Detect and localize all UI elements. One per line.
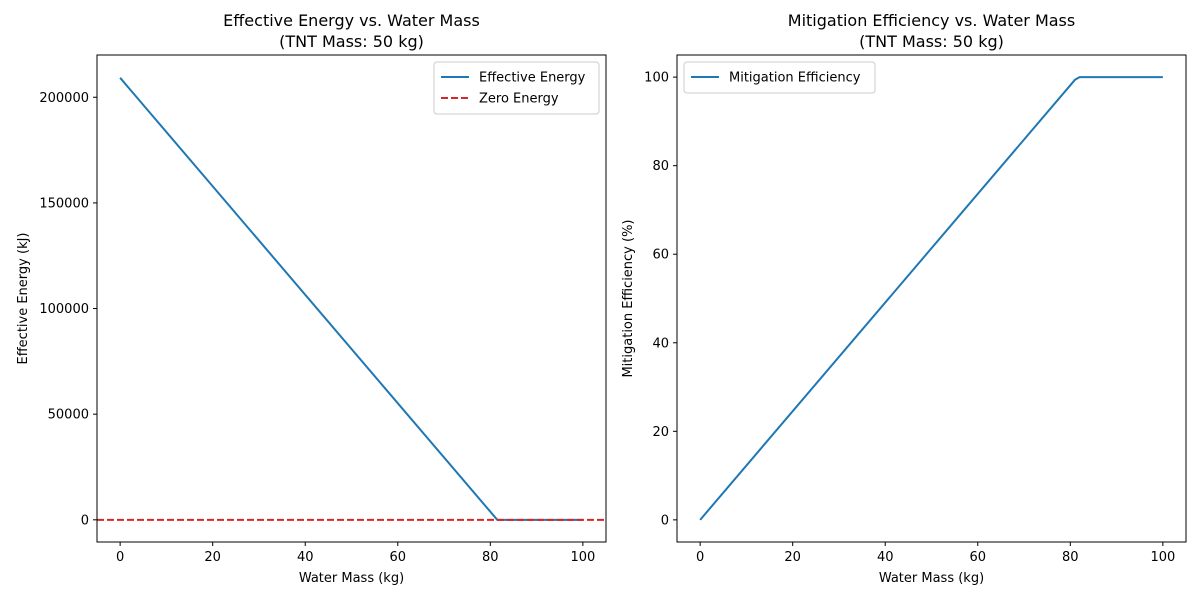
legend-entry: Mitigation Efficiency bbox=[729, 71, 861, 86]
y-axis-label: Mitigation Efficiency (%) bbox=[621, 219, 636, 377]
legend-entry: Zero Energy bbox=[479, 92, 559, 107]
x-tick-label: 60 bbox=[969, 550, 986, 565]
y-tick-label: 100000 bbox=[39, 302, 89, 317]
legend-box bbox=[433, 61, 600, 115]
y-tick-label: 0 bbox=[661, 513, 669, 528]
y-tick-label: 60 bbox=[652, 248, 669, 263]
y-tick-label: 200000 bbox=[39, 91, 89, 106]
y-tick-label: 80 bbox=[652, 159, 669, 174]
x-tick-label: 60 bbox=[389, 550, 406, 565]
y-tick-label: 0 bbox=[81, 513, 89, 528]
chart-subtitle: (TNT Mass: 50 kg) bbox=[279, 32, 424, 51]
x-axis-label: Water Mass (kg) bbox=[299, 571, 404, 586]
chart-1: Effective Energy vs. Water Mass (TNT Mass… bbox=[16, 11, 607, 586]
series-line-effective-energy bbox=[119, 77, 583, 521]
legend: Effective Energy Zero Energy bbox=[433, 61, 600, 115]
y-tick-label: 50000 bbox=[48, 408, 89, 423]
chart-subtitle: (TNT Mass: 50 kg) bbox=[859, 32, 1004, 51]
chart-title: Effective Energy vs. Water Mass bbox=[223, 11, 480, 30]
x-tick-label: 40 bbox=[297, 550, 314, 565]
y-tick-label: 20 bbox=[652, 425, 669, 440]
x-axis-label: Water Mass (kg) bbox=[879, 571, 984, 586]
x-tick-label: 0 bbox=[696, 550, 704, 565]
y-tick-label: 150000 bbox=[39, 196, 89, 211]
series-line-mitigation-efficiency bbox=[699, 76, 1163, 521]
y-tick-label: 40 bbox=[652, 336, 669, 351]
x-tick-label: 100 bbox=[1150, 550, 1175, 565]
x-tick-label: 100 bbox=[570, 550, 595, 565]
chart-title: Mitigation Efficiency vs. Water Mass bbox=[788, 11, 1075, 30]
x-tick-label: 20 bbox=[784, 550, 801, 565]
legend-box bbox=[683, 61, 876, 94]
x-tick-label: 80 bbox=[482, 550, 499, 565]
y-tick-label: 100 bbox=[644, 71, 669, 86]
x-tick-label: 20 bbox=[204, 550, 221, 565]
legend-entry: Effective Energy bbox=[479, 71, 586, 86]
chart-2: Mitigation Efficiency vs. Water Mass (TNT… bbox=[621, 11, 1187, 586]
x-tick-label: 0 bbox=[116, 550, 124, 565]
axes-frame bbox=[676, 54, 1187, 543]
axes-frame bbox=[96, 54, 607, 543]
legend: Mitigation Efficiency bbox=[683, 61, 876, 94]
x-tick-label: 80 bbox=[1062, 550, 1079, 565]
y-axis-label: Effective Energy (kJ) bbox=[16, 233, 31, 365]
x-tick-label: 40 bbox=[877, 550, 894, 565]
